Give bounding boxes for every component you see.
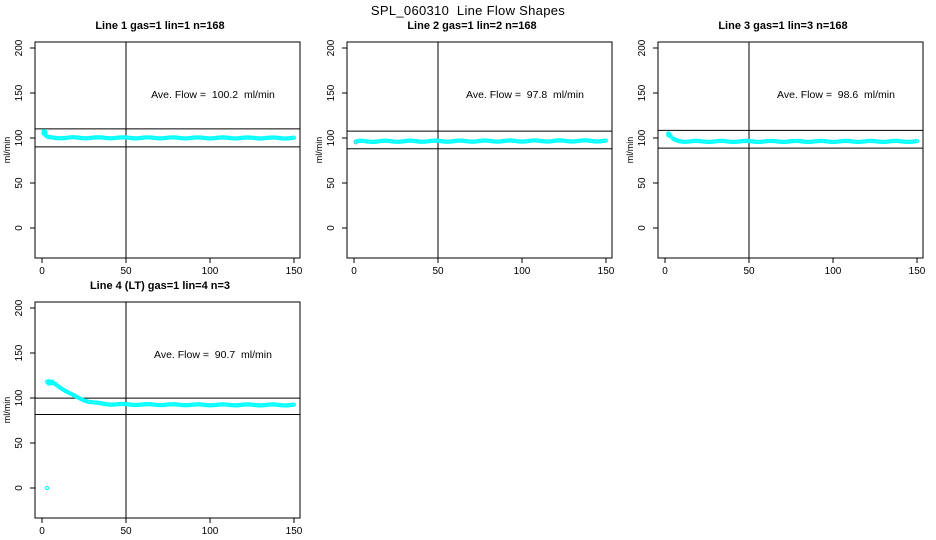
svg-text:100: 100	[14, 129, 25, 146]
ave-flow-annotation: Ave. Flow = 97.8 ml/min	[466, 89, 584, 101]
svg-text:ml/min: ml/min	[625, 137, 635, 164]
svg-text:0: 0	[14, 485, 25, 491]
svg-text:150: 150	[286, 526, 303, 537]
svg-text:150: 150	[598, 266, 615, 277]
svg-text:50: 50	[14, 437, 25, 449]
plot-line-3: Line 3 gas=1 lin=3 n=168 Ave. Flow = 98.…	[623, 14, 936, 280]
svg-text:ml/min: ml/min	[2, 397, 12, 424]
svg-text:0: 0	[14, 225, 25, 231]
svg-text:0: 0	[351, 266, 357, 277]
ave-flow-annotation: Ave. Flow = 98.6 ml/min	[777, 89, 895, 101]
svg-text:200: 200	[637, 39, 648, 56]
svg-text:50: 50	[120, 526, 132, 537]
plot-canvas: 0 50 100 150 0 50 100 150 200 ml/min	[2, 39, 303, 277]
plot-line-1: Line 1 gas=1 lin=1 n=168 Ave. Flow = 100…	[0, 14, 320, 280]
svg-text:200: 200	[326, 39, 337, 56]
svg-text:ml/min: ml/min	[2, 137, 12, 164]
plot-canvas: 0 50 100 150 0 50 100 150 200 ml/min	[625, 39, 926, 277]
plot-title: Line 3 gas=1 lin=3 n=168	[718, 20, 848, 32]
svg-text:0: 0	[39, 526, 45, 537]
svg-text:150: 150	[14, 84, 25, 101]
svg-text:150: 150	[286, 266, 303, 277]
svg-text:50: 50	[326, 177, 337, 189]
plot-title: Line 2 gas=1 lin=2 n=168	[407, 20, 537, 32]
svg-text:150: 150	[326, 84, 337, 101]
svg-text:0: 0	[39, 266, 45, 277]
svg-text:150: 150	[14, 344, 25, 361]
svg-text:50: 50	[743, 266, 755, 277]
svg-text:200: 200	[14, 299, 25, 316]
svg-text:100: 100	[14, 389, 25, 406]
svg-text:150: 150	[909, 266, 926, 277]
plot-canvas: 0 50 100 150 0 50 100 150 200 ml/min	[2, 299, 303, 537]
svg-text:50: 50	[14, 177, 25, 189]
plot-title: Line 1 gas=1 lin=1 n=168	[95, 20, 225, 32]
plot-line-2: Line 2 gas=1 lin=2 n=168 Ave. Flow = 97.…	[312, 14, 632, 280]
svg-text:100: 100	[326, 129, 337, 146]
svg-text:50: 50	[637, 177, 648, 189]
svg-text:100: 100	[825, 266, 842, 277]
svg-text:0: 0	[326, 225, 337, 231]
plot-title: Line 4 (LT) gas=1 lin=4 n=3	[89, 280, 231, 292]
svg-text:100: 100	[637, 129, 648, 146]
svg-text:100: 100	[202, 266, 219, 277]
svg-text:50: 50	[432, 266, 444, 277]
svg-text:100: 100	[202, 526, 219, 537]
ave-flow-annotation: Ave. Flow = 100.2 ml/min	[151, 89, 275, 101]
svg-text:50: 50	[120, 266, 132, 277]
plot-line-4: Line 4 (LT) gas=1 lin=4 n=3 Ave. Flow = …	[0, 274, 320, 540]
svg-text:200: 200	[14, 39, 25, 56]
svg-text:0: 0	[662, 266, 668, 277]
page-title: SPL_060310 Line Flow Shapes	[370, 3, 566, 18]
svg-text:ml/min: ml/min	[314, 137, 324, 164]
svg-text:150: 150	[637, 84, 648, 101]
svg-text:100: 100	[514, 266, 531, 277]
plot-canvas: 0 50 100 150 0 50 100 150 200 ml/min	[314, 39, 615, 277]
ave-flow-annotation: Ave. Flow = 90.7 ml/min	[154, 349, 272, 361]
svg-text:0: 0	[637, 225, 648, 231]
